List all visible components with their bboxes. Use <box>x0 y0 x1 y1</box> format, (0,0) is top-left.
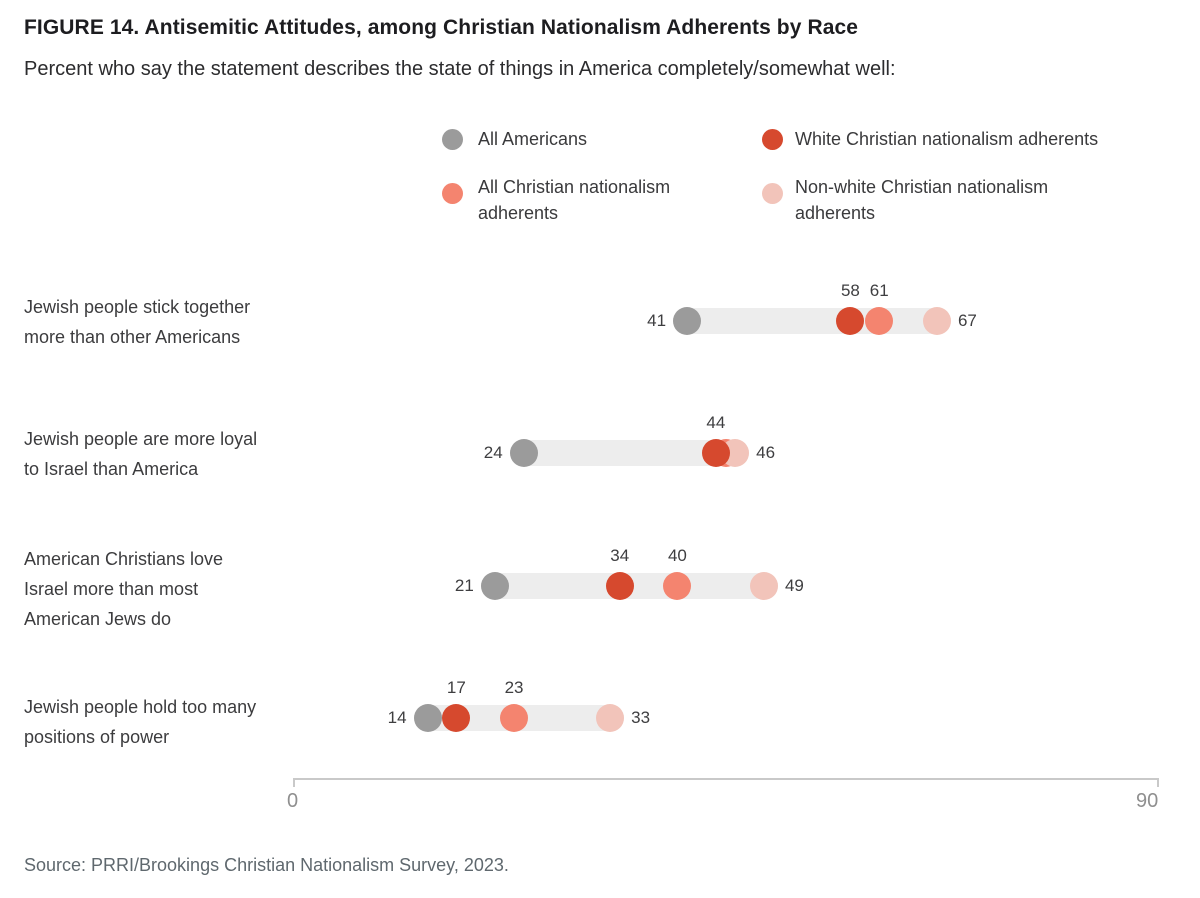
category-label-line: more than other Americans <box>24 327 241 347</box>
dot-all_americans <box>413 704 442 732</box>
legend-dot-white-cn <box>762 129 783 150</box>
legend-label-white-cn: White Christian nationalism adherents <box>795 129 1099 149</box>
category-label-line: positions of power <box>24 727 170 747</box>
legend-dot-all-cn <box>442 183 463 204</box>
dot-non_white_cn <box>922 307 951 335</box>
legend-label-all-americans: All Americans <box>478 129 588 149</box>
value-label-white_cn: 58 <box>840 281 860 300</box>
category-label-line: Jewish people stick together <box>24 297 251 317</box>
figure-title: FIGURE 14. Antisemitic Attitudes, among … <box>24 16 859 39</box>
value-label-non_white_cn: 67 <box>957 311 977 330</box>
value-label-all_cn: 61 <box>869 281 889 300</box>
category-label-line: Israel more than most <box>24 579 199 599</box>
value-label-all_americans: 14 <box>387 708 407 727</box>
source-note: Source: PRRI/Brookings Christian Nationa… <box>24 855 509 875</box>
value-label-white_cn: 44 <box>706 413 726 432</box>
value-label-all_americans: 24 <box>483 443 503 462</box>
legend-dot-all-americans <box>442 129 463 150</box>
category-label-line: Jewish people hold too many <box>24 697 257 717</box>
x-axis-line <box>293 778 1159 780</box>
x-axis-label-90: 90 <box>1136 790 1159 812</box>
dot-white_cn <box>605 572 634 600</box>
value-label-all_cn: 40 <box>667 546 687 565</box>
value-label-all_americans: 41 <box>647 311 667 330</box>
dot-all_americans <box>480 572 509 600</box>
dot-all_americans <box>509 439 538 467</box>
category-label: Jewish people are more loyal to Israel th… <box>24 424 314 484</box>
dot-all_cn <box>865 307 894 335</box>
legend-dot-non-white-cn <box>762 183 783 204</box>
x-axis-label-0: 0 <box>287 790 299 812</box>
dot-all_cn <box>663 572 692 600</box>
dot-all_americans <box>673 307 702 335</box>
x-axis-tick-right <box>1157 778 1159 787</box>
figure-subtitle: Percent who say the statement describes … <box>24 58 896 80</box>
category-label-line: to Israel than America <box>24 459 199 479</box>
category-label: American Christians love Israel more than… <box>24 544 314 634</box>
category-label-line: American Jews do <box>24 609 172 629</box>
value-label-all_cn: 23 <box>504 678 524 697</box>
value-label-all_americans: 21 <box>454 576 474 595</box>
value-label-non_white_cn: 33 <box>631 708 651 727</box>
x-axis-tick-left <box>293 778 295 787</box>
dot-all_cn <box>500 704 529 732</box>
legend-label-non-white-cn: Non-white Christian nationalism adherent… <box>795 177 1049 223</box>
dot-white_cn <box>701 439 730 467</box>
dot-white_cn <box>442 704 471 732</box>
legend-label-all-cn: All Christian nationalism adherents <box>478 177 671 223</box>
row-track <box>673 308 951 334</box>
category-label-line: Jewish people are more loyal <box>24 429 258 449</box>
category-label-line: American Christians love <box>24 549 224 569</box>
value-label-non_white_cn: 46 <box>756 443 776 462</box>
category-label: Jewish people hold too many positions of … <box>24 692 314 752</box>
dot-white_cn <box>836 307 865 335</box>
value-label-white_cn: 34 <box>610 546 630 565</box>
value-label-non_white_cn: 49 <box>784 576 804 595</box>
value-label-white_cn: 17 <box>446 678 466 697</box>
dot-non_white_cn <box>749 572 778 600</box>
dot-non_white_cn <box>596 704 625 732</box>
category-label: Jewish people stick together more than ot… <box>24 292 314 352</box>
